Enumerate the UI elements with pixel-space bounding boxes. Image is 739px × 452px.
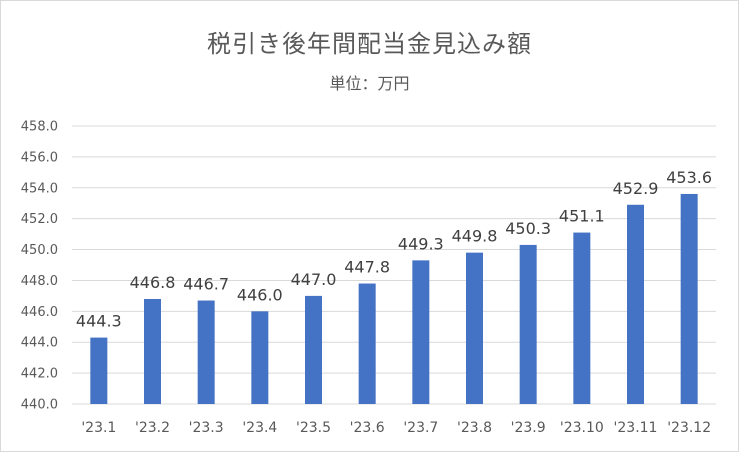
x-tick-label: '23.5: [296, 420, 331, 436]
bars: [90, 193, 698, 404]
data-label: 444.3: [76, 312, 122, 331]
bar: [197, 300, 215, 404]
data-label: 446.0: [237, 285, 283, 304]
y-tick-label: 454.0: [21, 181, 58, 196]
x-tick-label: '23.4: [242, 420, 277, 436]
y-tick-label: 446.0: [21, 305, 58, 320]
bar: [90, 337, 108, 404]
x-tick-label: '23.6: [350, 420, 385, 436]
x-tick-label: '23.1: [81, 420, 116, 436]
bar: [412, 260, 430, 404]
y-tick-label: 440.0: [21, 398, 58, 413]
y-tick-label: 444.0: [21, 336, 58, 351]
y-tick-label: 456.0: [21, 150, 58, 165]
gridlines: [72, 125, 716, 405]
data-label: 450.3: [505, 219, 551, 238]
y-axis-ticks: 440.0 442.0 444.0 446.0 448.0 450.0 452.0 454.0…: [21, 120, 58, 413]
bar: [466, 252, 483, 404]
x-tick-label: '23.3: [189, 420, 224, 436]
bar: [573, 232, 591, 404]
bar: [680, 193, 698, 404]
bar: [627, 204, 644, 404]
x-tick-label: '23.11: [614, 420, 658, 436]
data-label: 449.3: [398, 234, 444, 253]
bar: [519, 244, 537, 404]
y-tick-label: 448.0: [21, 274, 58, 289]
chart-title: 税引き後年間配当金見込み額: [207, 30, 532, 58]
y-tick-label: 450.0: [21, 243, 58, 258]
x-tick-label: '23.9: [511, 420, 546, 436]
bar: [305, 295, 322, 404]
x-axis-ticks: '23.1 '23.2 '23.3 '23.4 '23.5 '23.6 '23.7 '23.8…: [81, 420, 711, 436]
data-label: 446.8: [130, 273, 176, 292]
x-tick-label: '23.2: [135, 420, 170, 436]
y-tick-label: 442.0: [21, 367, 58, 382]
x-tick-label: '23.8: [457, 420, 492, 436]
bar: [251, 311, 269, 404]
data-label: 449.8: [452, 227, 498, 246]
y-tick-label: 458.0: [21, 120, 58, 135]
x-tick-label: '23.10: [560, 420, 604, 436]
data-label: 451.1: [559, 207, 605, 226]
data-label: 447.8: [344, 258, 390, 277]
data-label: 446.7: [183, 275, 229, 294]
x-tick-label: '23.12: [667, 420, 711, 436]
y-tick-label: 452.0: [21, 212, 58, 227]
data-labels: 444.3 446.8 446.7 446.0 447.0 447.8 449.3 449.8…: [76, 168, 712, 331]
data-label: 452.9: [613, 179, 659, 198]
data-label: 453.6: [666, 168, 712, 187]
bar: [144, 298, 161, 404]
data-label: 447.0: [291, 270, 337, 289]
bar: [358, 283, 376, 404]
chart-subtitle: 単位：万円: [329, 74, 410, 93]
x-tick-label: '23.7: [403, 420, 438, 436]
